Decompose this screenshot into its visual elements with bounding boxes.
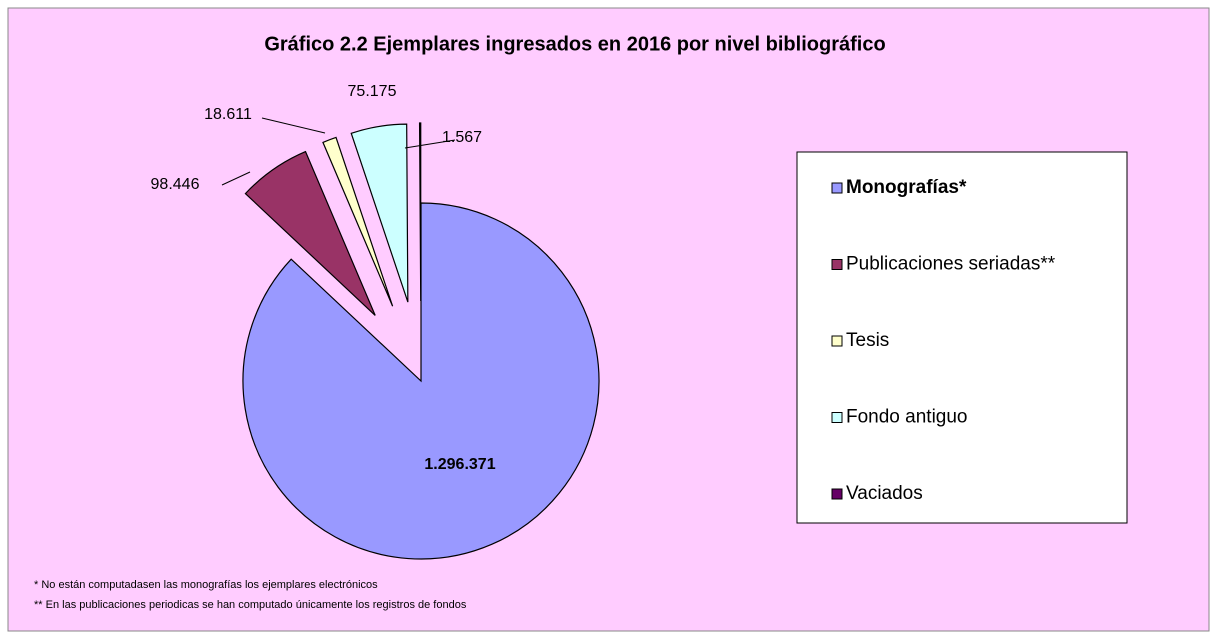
- chart-title: Gráfico 2.2 Ejemplares ingresados en 201…: [264, 33, 885, 55]
- legend-box: [796, 151, 1128, 524]
- legend-swatch: [831, 259, 843, 270]
- data-label: 75.175: [348, 83, 397, 100]
- pie-slice: [350, 123, 409, 303]
- legend-label: Tesis: [846, 330, 889, 351]
- pie-slice: [418, 122, 422, 302]
- pie-slice: [322, 136, 394, 307]
- data-label: 98.446: [151, 176, 200, 193]
- data-label: 1.567: [442, 129, 482, 146]
- legend-label: Publicaciones seriadas**: [846, 254, 1056, 275]
- footnote: ** En las publicaciones periodicas se ha…: [34, 599, 467, 611]
- legend-swatch: [831, 412, 843, 423]
- pie-slice: [242, 202, 600, 560]
- leader-line: [221, 171, 251, 186]
- legend-swatch: [831, 335, 843, 347]
- data-label: 1.296.371: [424, 456, 495, 473]
- leader-line: [261, 117, 326, 134]
- legend-swatch: [831, 182, 843, 194]
- legend-label: Fondo antiguo: [846, 407, 968, 428]
- legend-label: Vaciados: [846, 483, 923, 504]
- pie-slice: [244, 150, 376, 316]
- legend-swatch: [831, 488, 843, 500]
- leader-line: [404, 139, 456, 149]
- data-label: 18.611: [204, 106, 252, 123]
- footnote: * No están computadasen las monografías …: [34, 579, 378, 591]
- legend-label: Monografías*: [846, 177, 967, 198]
